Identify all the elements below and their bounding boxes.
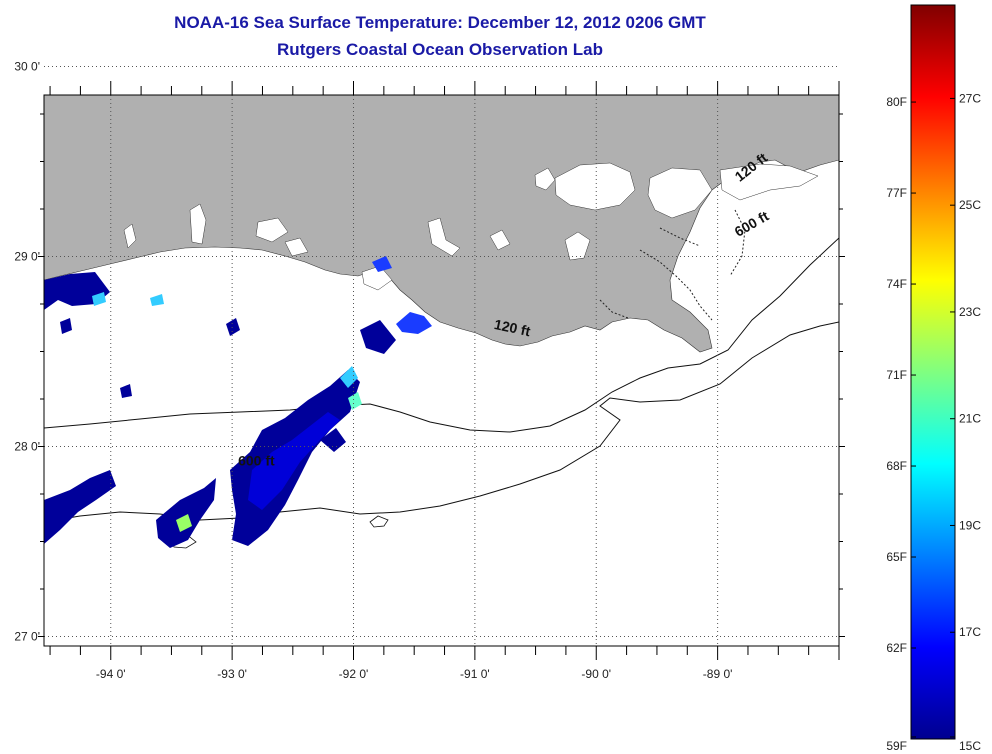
lake — [647, 167, 713, 219]
sst-cluster — [248, 412, 340, 510]
graticule — [44, 66, 839, 646]
lon-tick-label: -92 0' — [339, 667, 369, 681]
colorbar-label-c: 23C — [959, 305, 981, 319]
lake — [564, 231, 591, 261]
colorbar-label-f: 71F — [886, 368, 907, 382]
sst-cluster — [372, 256, 392, 272]
lake — [489, 229, 511, 251]
lon-tick-label: -93 0' — [217, 667, 247, 681]
sst-cluster — [360, 320, 396, 354]
marsh-fringe — [599, 209, 746, 321]
sst-cluster — [226, 318, 240, 336]
lake — [189, 203, 207, 245]
sst-cluster — [396, 312, 432, 334]
lat-tick-label: 28 0' — [14, 440, 40, 454]
colorbar-label-f: 77F — [886, 186, 907, 200]
colorbar-label-c: 25C — [959, 198, 981, 212]
lat-tick-label: 27 0' — [14, 630, 40, 644]
lon-tick-label: -94 0' — [96, 667, 126, 681]
colorbar-label-c: 19C — [959, 518, 981, 532]
sst-cluster — [156, 478, 216, 548]
sst-warm-patch — [92, 292, 106, 306]
lat-tick-label: 29 0' — [14, 250, 40, 264]
colorbar-label-c: 21C — [959, 412, 981, 426]
sst-warm-patch — [348, 392, 362, 410]
chart-title: NOAA-16 Sea Surface Temperature: Decembe… — [174, 13, 706, 32]
lake — [255, 217, 289, 243]
colorbar-label-f: 80F — [886, 95, 907, 109]
colorbar-labels: 80F 77F 74F 71F 68F 65F 62F 59F 27C 25C 23C 21C 19C 1… — [886, 91, 981, 753]
lake — [427, 217, 461, 257]
contour-120ft — [44, 237, 839, 433]
chart-subtitle: Rutgers Coastal Ocean Observation Lab — [277, 40, 603, 59]
sst-cluster — [120, 384, 132, 398]
lake — [284, 237, 309, 257]
map-frame — [43, 94, 840, 647]
colorbar-label-f: 74F — [886, 277, 907, 291]
colorbar-label-c: 17C — [959, 625, 981, 639]
axis-ticks — [38, 81, 845, 660]
contour-label: 120 ft — [493, 316, 532, 339]
lon-tick-label: -91 0' — [460, 667, 490, 681]
colorbar-label-f: 65F — [886, 550, 907, 564]
sst-warm-patch — [176, 514, 192, 532]
lon-tick-label: -90 0' — [581, 667, 611, 681]
lat-tick-label: 30 0' — [14, 60, 40, 74]
lake — [534, 167, 556, 191]
sst-cluster — [320, 428, 346, 452]
colorbar-label-c: 15C — [959, 739, 981, 753]
sst-cluster — [44, 470, 116, 544]
colorbar-label-f: 59F — [886, 739, 907, 753]
lon-tick-label: -89 0' — [703, 667, 733, 681]
colorbar-label-c: 27C — [959, 91, 981, 105]
colorbar-label-f: 68F — [886, 459, 907, 473]
sst-warm-patch — [150, 294, 164, 306]
sst-cluster — [60, 318, 72, 334]
contour-island — [369, 515, 389, 528]
colorbar-label-f: 62F — [886, 641, 907, 655]
lake — [554, 162, 636, 211]
contour-label: 600 ft — [238, 453, 275, 469]
colorbar — [910, 4, 956, 740]
axis-labels: -94 0' -93 0' -92 0' -91 0' -90 0' -89 0' 30 0… — [14, 60, 732, 682]
lake — [719, 163, 819, 201]
lake — [123, 223, 137, 249]
